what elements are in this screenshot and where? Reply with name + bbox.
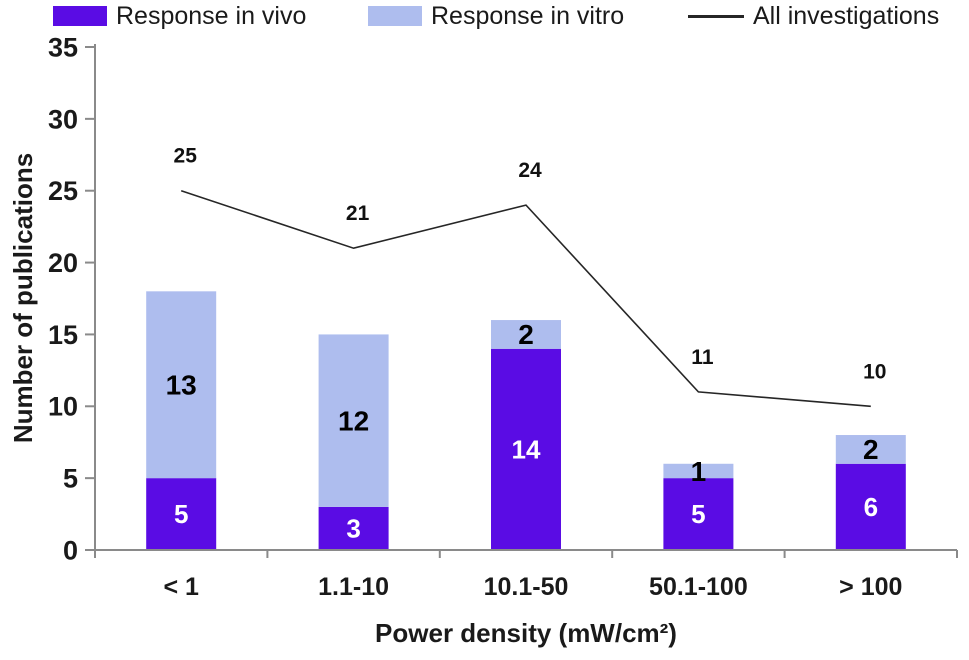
x-category-label: 50.1-100	[649, 573, 748, 601]
total-value-label: 11	[691, 346, 714, 369]
y-tick-label: 25	[48, 176, 78, 206]
bar-labels-group: 5 13 3 12 14 2 5 1 6 2	[166, 319, 879, 543]
y-tick-label: 30	[48, 104, 78, 134]
legend-label-vivo: Response in vivo	[116, 1, 307, 30]
bar-segment-vitro	[146, 291, 217, 479]
legend-label-line: All investigations	[753, 1, 940, 30]
bar-segment-vivo	[663, 478, 734, 550]
bar-segment-vivo	[146, 478, 217, 550]
vitro-value-label: 1	[691, 456, 707, 487]
all-investigations-line	[180, 189, 871, 408]
legend-label-vitro: Response in vitro	[431, 1, 625, 30]
x-category-label: > 100	[839, 573, 902, 601]
x-category-label: 10.1-50	[484, 573, 569, 601]
vivo-value-label: 5	[691, 499, 705, 529]
total-value-label: 21	[346, 202, 370, 225]
vivo-value-label: 6	[864, 492, 878, 522]
y-tick-label: 10	[48, 392, 78, 422]
bar-segment-vivo	[835, 463, 906, 550]
total-value-label: 24	[518, 159, 542, 182]
y-axis-ticks-group: 0 5 10 15 20 25 30 35	[48, 32, 95, 565]
vivo-value-label: 3	[346, 514, 360, 544]
bar-segment-vitro	[318, 334, 389, 507]
legend-item-vivo: Response in vivo	[53, 2, 306, 30]
vivo-swatch-icon	[53, 6, 107, 26]
vitro-value-label: 2	[863, 434, 879, 465]
bar-segment-vitro	[491, 320, 561, 349]
bar-segment-vitro	[663, 463, 734, 479]
x-category-label: < 1	[163, 573, 199, 601]
bar-segment-vivo	[491, 348, 561, 550]
total-value-label: 25	[174, 145, 198, 168]
bar-segment-vitro	[835, 435, 906, 464]
vitro-swatch-icon	[368, 6, 422, 26]
legend-item-line: All investigations	[688, 2, 939, 30]
y-axis-title: Number of publications	[8, 153, 38, 443]
line-swatch-icon	[688, 14, 744, 18]
x-axis-ticks-group	[94, 550, 958, 558]
vitro-value-label: 13	[166, 370, 197, 401]
y-tick-label: 20	[48, 248, 78, 278]
vitro-value-label: 2	[518, 319, 534, 350]
y-tick-label: 0	[63, 535, 78, 565]
y-tick-label: 5	[63, 464, 78, 494]
legend-item-vitro: Response in vitro	[368, 2, 624, 30]
total-value-label: 10	[863, 360, 886, 383]
category-labels-group: < 1 1.1-10 10.1-50 50.1-100 > 100	[163, 573, 902, 601]
line-group: 25 21 24 11 10	[174, 145, 886, 408]
x-axis-title: Power density (mW/cm²)	[375, 618, 677, 648]
vivo-value-label: 14	[512, 435, 541, 465]
vitro-value-label: 12	[338, 405, 369, 436]
y-tick-label: 35	[48, 32, 78, 62]
y-tick-label: 15	[48, 320, 78, 350]
x-category-label: 1.1-10	[318, 573, 389, 601]
vivo-value-label: 5	[174, 499, 188, 529]
bar-segment-vivo	[318, 506, 389, 550]
bars-group	[146, 291, 906, 550]
